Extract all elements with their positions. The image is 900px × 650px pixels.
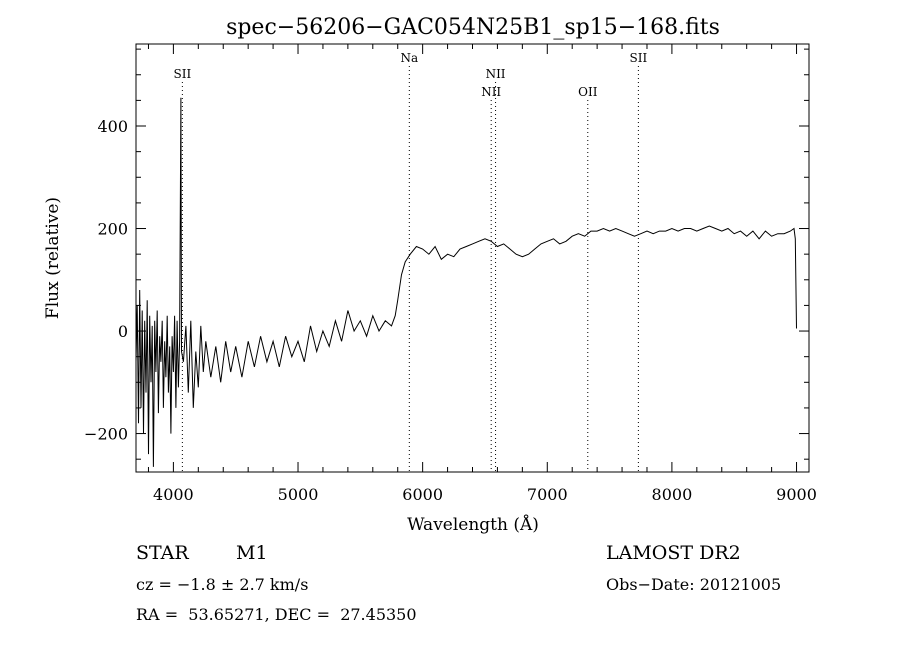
survey-name: LAMOST DR2 <box>606 542 741 564</box>
axis-ticks: 4000 5000 6000 7000 8000 9000 −200 0 200 400 <box>84 44 817 504</box>
spectral-line-markers: SII Na NII NII OII SII <box>174 51 648 472</box>
spectral-line-label: OII <box>578 85 598 99</box>
x-tick-label: 4000 <box>153 485 194 504</box>
spectral-line-label: NII <box>481 85 501 99</box>
chart-title: spec−56206−GAC054N25B1_sp15−168.fits <box>226 15 720 40</box>
spectrum-series-line <box>135 97 797 467</box>
spectral-line-label: SII <box>174 67 192 81</box>
y-tick-label: −200 <box>84 425 128 444</box>
redshift-label: cz = −1.8 ± 2.7 km/s <box>136 575 309 594</box>
spectral-line-label: Na <box>400 51 418 65</box>
y-tick-label: 200 <box>97 220 128 239</box>
spectral-line-label: SII <box>630 51 648 65</box>
object-class: STAR <box>136 542 189 564</box>
coordinates: RA = 53.65271, DEC = 27.45350 <box>136 605 417 624</box>
x-tick-label: 9000 <box>776 485 817 504</box>
y-tick-label: 400 <box>97 117 128 136</box>
x-tick-label: 7000 <box>527 485 568 504</box>
x-axis-label: Wavelength (Å) <box>407 514 539 535</box>
obs-date: Obs−Date: 20121005 <box>606 575 782 594</box>
spectral-line-label: NII <box>486 67 506 81</box>
object-subclass: M1 <box>236 542 268 564</box>
x-tick-label: 5000 <box>278 485 319 504</box>
y-tick-label: 0 <box>118 322 128 341</box>
x-tick-label: 6000 <box>402 485 443 504</box>
x-tick-label: 8000 <box>652 485 693 504</box>
y-axis-label: Flux (relative) <box>43 197 63 319</box>
plot-frame <box>135 43 810 473</box>
